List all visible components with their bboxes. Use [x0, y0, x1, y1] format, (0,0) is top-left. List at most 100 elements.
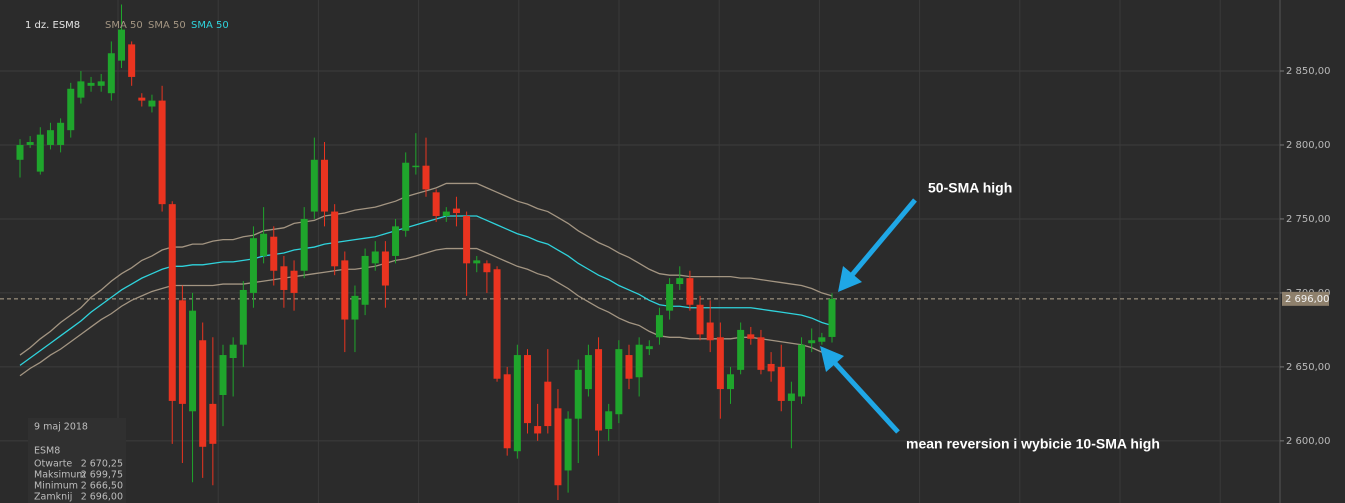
candle-body — [737, 329, 745, 370]
info-label: Minimum — [34, 481, 78, 492]
candle-body — [524, 355, 531, 424]
candle-body — [645, 346, 653, 350]
candle-body — [178, 300, 186, 404]
info-value: 2 699,75 — [81, 470, 123, 481]
sma-line — [19, 247, 833, 377]
info-label: Otwarte — [34, 459, 72, 470]
candle-body — [16, 144, 24, 160]
candle-body — [564, 418, 572, 471]
candle-body — [300, 218, 308, 271]
candle-body — [280, 266, 288, 290]
candle-body — [199, 340, 207, 447]
legend-entry: SMA 50 — [148, 20, 186, 31]
info-label: Zamknij — [34, 492, 72, 503]
y-tick-label: 2 800,00 — [1286, 140, 1331, 151]
arrow-shaft — [850, 198, 917, 277]
candle-body — [260, 233, 268, 256]
candle-body — [554, 408, 562, 486]
info-value: 2 666,50 — [81, 481, 123, 492]
candle-body — [36, 134, 44, 172]
candle-body — [605, 411, 613, 430]
candle-body — [57, 122, 65, 145]
candle-body — [473, 260, 481, 264]
annotation: 50-SMA high — [928, 180, 1012, 196]
last-price-box — [1282, 291, 1329, 306]
candle-body — [158, 100, 166, 205]
candle-body — [686, 278, 694, 305]
candle-body — [503, 374, 511, 449]
info-value: 2 670,25 — [81, 459, 123, 470]
candle-body — [727, 374, 734, 390]
y-tick-label: 2 750,00 — [1286, 214, 1331, 225]
candle-body — [777, 366, 785, 401]
annotation-arrows — [820, 198, 917, 434]
last-price-label: 2 696,00 — [1285, 294, 1330, 305]
candle-body — [371, 251, 379, 264]
y-tick-label: 2 600,00 — [1286, 436, 1331, 447]
candle-body — [828, 298, 836, 337]
y-tick-label: 2 650,00 — [1286, 362, 1331, 373]
candle-body — [168, 204, 176, 401]
candle-body — [128, 44, 136, 77]
candle-body — [77, 81, 85, 98]
candle-body — [452, 208, 460, 214]
candle-body — [432, 192, 440, 216]
annotation: mean reversion i wybicie 10-SMA high — [906, 436, 1160, 452]
candle-body — [655, 315, 663, 338]
candle-layer — [16, 4, 836, 501]
candle-body — [574, 369, 582, 419]
info-instrument: ESM8 — [34, 446, 60, 457]
candle-body — [716, 337, 724, 390]
candle-body — [442, 211, 450, 216]
candle-body — [249, 238, 257, 293]
candle-body — [107, 53, 115, 94]
candle-body — [757, 337, 765, 370]
candle-body — [463, 215, 471, 264]
candle-body — [706, 322, 714, 341]
candle-body — [46, 130, 54, 145]
info-date: 9 maj 2018 — [34, 422, 88, 433]
candle-body — [118, 29, 125, 61]
candle-body — [209, 403, 217, 444]
candle-body — [625, 355, 633, 379]
candle-body — [422, 165, 430, 190]
candle-body — [493, 269, 501, 379]
candle-body — [767, 363, 775, 372]
candle-body — [270, 236, 278, 271]
candle-body — [787, 393, 795, 401]
candle-body — [534, 426, 542, 434]
info-value: 2 696,00 — [81, 492, 123, 503]
candle-body — [67, 88, 75, 131]
candle-body — [351, 295, 359, 320]
candle-body — [666, 284, 674, 311]
y-axis: 2 600,002 650,002 700,002 750,002 800,00… — [1280, 66, 1331, 447]
candle-body — [341, 260, 349, 320]
info-label: Maksimum — [34, 470, 86, 481]
arrow-shaft — [832, 360, 900, 434]
y-tick-label: 2 850,00 — [1286, 66, 1331, 77]
legend: SMA 50 SMA 50 SMA 50 — [105, 20, 229, 31]
instrument-label: 1 dz. ESM8 — [25, 20, 80, 31]
arrow-head — [820, 346, 844, 372]
info-box-bg — [28, 418, 126, 503]
candle-body — [615, 349, 623, 415]
candle-body — [331, 211, 339, 267]
candle-body — [412, 165, 420, 168]
candle-body — [26, 142, 34, 145]
candle-body — [321, 159, 328, 212]
legend-entry: SMA 50 — [105, 20, 143, 31]
info-box: 9 maj 2018 ESM8 Otwarte 2 670,25 Maksimu… — [28, 418, 126, 503]
candle-body — [219, 355, 227, 396]
candle-body — [676, 278, 684, 285]
candle-body — [87, 82, 95, 86]
candle-body — [229, 344, 237, 359]
candle-body — [310, 159, 318, 212]
candle-body — [138, 97, 146, 101]
candle-body — [381, 251, 389, 286]
candle-body — [595, 349, 603, 431]
candle-body — [392, 226, 400, 256]
candle-body — [584, 355, 592, 390]
candle-body — [148, 100, 156, 107]
